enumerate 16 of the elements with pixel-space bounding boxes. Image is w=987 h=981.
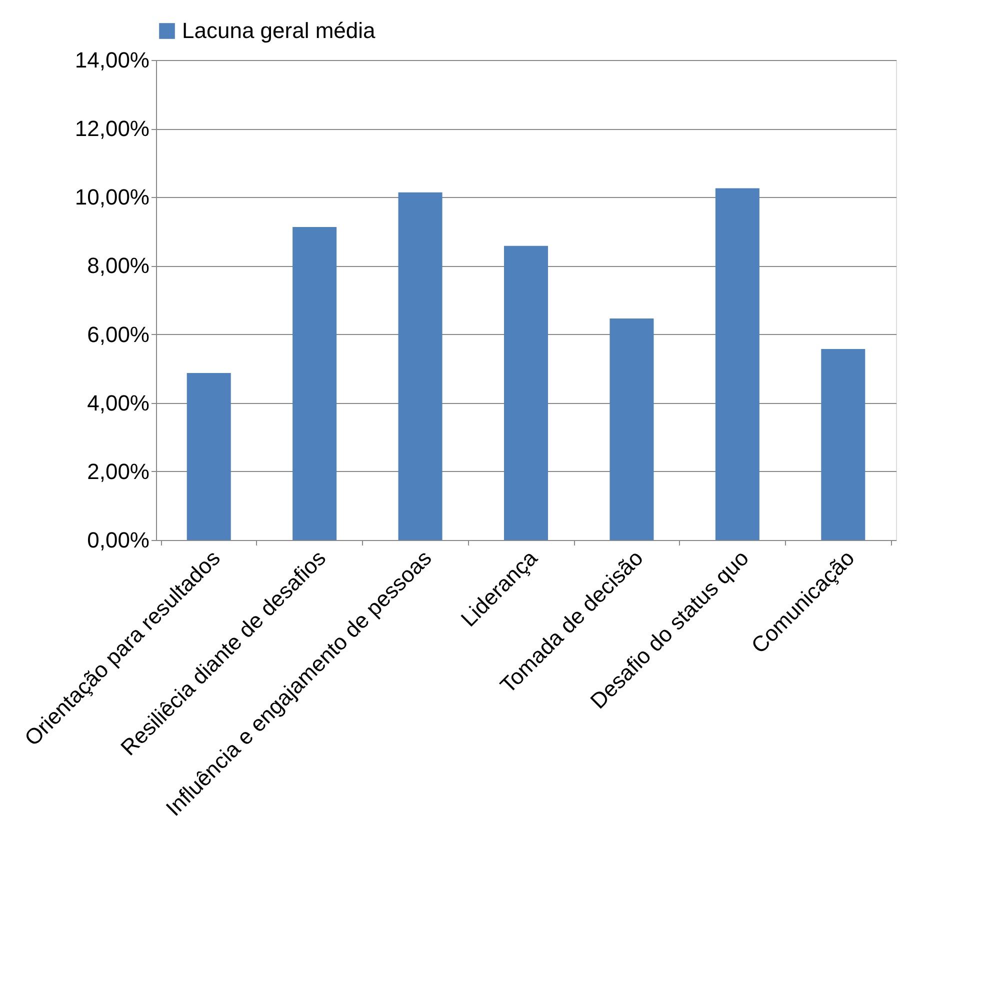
y-tick-label: 8,00%: [87, 253, 150, 278]
y-tick-label: 6,00%: [87, 322, 150, 347]
bar: [504, 246, 548, 540]
y-tick-label: 0,00%: [87, 528, 150, 552]
y-tick-label: 4,00%: [87, 390, 150, 416]
bar: [821, 349, 866, 540]
legend-label: Lacuna geral média: [182, 18, 376, 43]
y-tick-label: 12,00%: [74, 116, 150, 142]
bar: [292, 226, 337, 540]
y-tick-label: 14,00%: [74, 48, 150, 72]
y-tick-label: 10,00%: [74, 184, 150, 210]
bar: [186, 373, 231, 540]
bar: [398, 192, 442, 540]
bar: [715, 188, 760, 540]
y-tick-label: 2,00%: [87, 458, 150, 484]
bar: [610, 318, 654, 540]
